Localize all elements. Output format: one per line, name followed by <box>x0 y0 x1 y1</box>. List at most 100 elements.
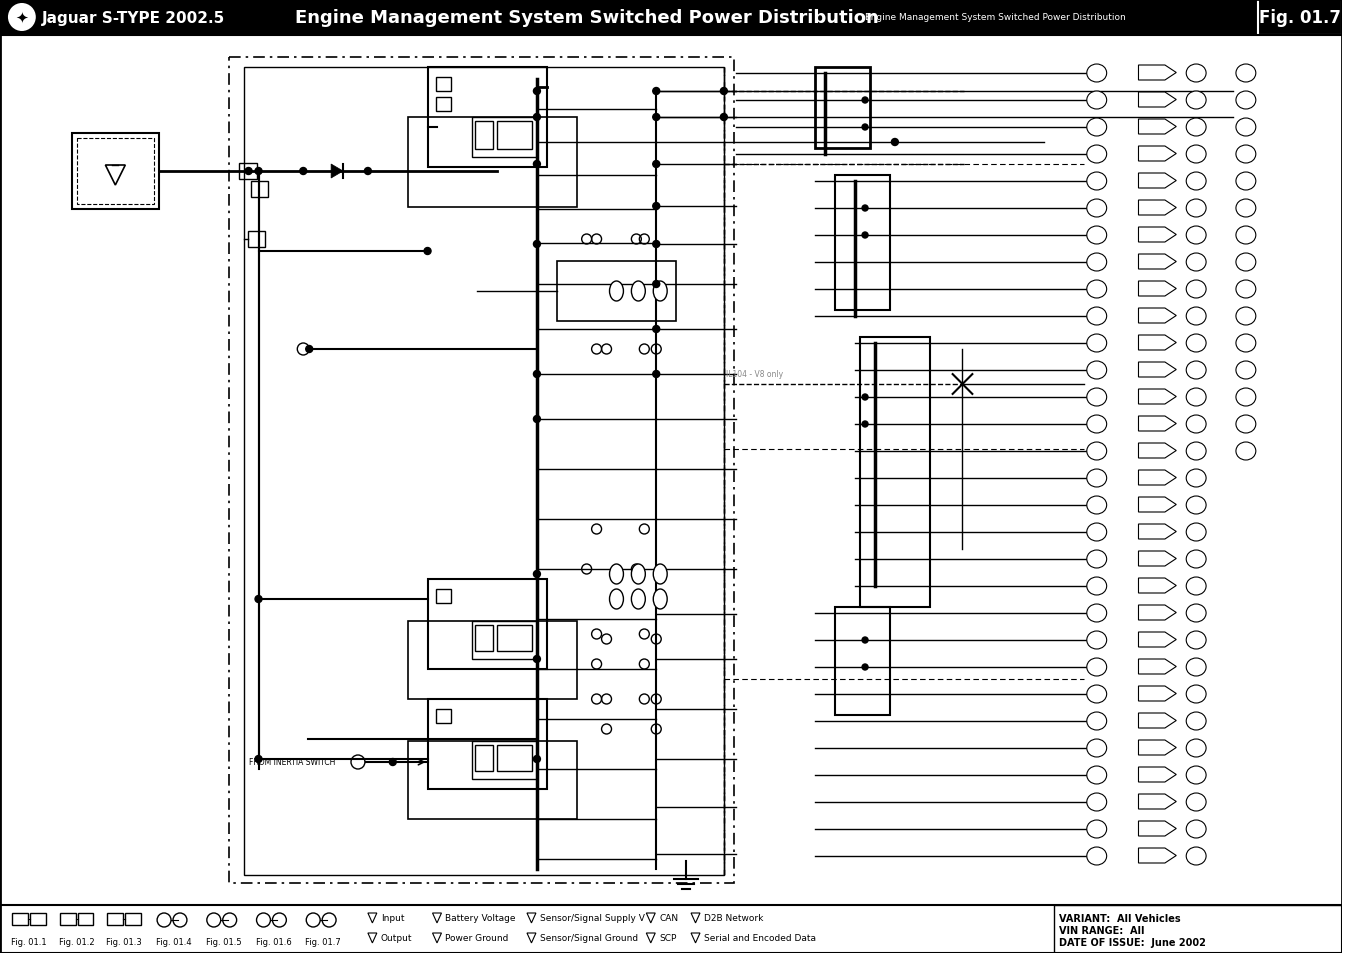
Bar <box>247 232 266 248</box>
Circle shape <box>533 571 540 578</box>
Text: IL104 - V8 only: IL104 - V8 only <box>726 370 783 379</box>
Ellipse shape <box>1187 416 1206 434</box>
Text: Serial and Encoded Data: Serial and Encoded Data <box>703 934 815 943</box>
Bar <box>77 139 154 205</box>
Ellipse shape <box>1237 65 1256 83</box>
Ellipse shape <box>1087 766 1107 784</box>
Ellipse shape <box>1087 551 1107 568</box>
Text: Sensor/Signal Ground: Sensor/Signal Ground <box>540 934 639 943</box>
Polygon shape <box>1138 767 1176 782</box>
Circle shape <box>533 114 540 121</box>
Bar <box>436 709 451 723</box>
Text: ✦: ✦ <box>15 10 28 26</box>
Polygon shape <box>1138 363 1176 377</box>
Circle shape <box>863 125 868 131</box>
Bar <box>428 700 547 789</box>
Bar <box>428 68 547 168</box>
Ellipse shape <box>1187 335 1206 353</box>
Ellipse shape <box>1187 308 1206 326</box>
Polygon shape <box>1138 740 1176 755</box>
Bar <box>472 621 537 659</box>
Ellipse shape <box>1087 847 1107 865</box>
Ellipse shape <box>1087 821 1107 838</box>
Bar <box>243 68 724 875</box>
Ellipse shape <box>1187 200 1206 218</box>
Ellipse shape <box>1187 65 1206 83</box>
Bar <box>860 337 930 607</box>
Polygon shape <box>1138 390 1176 405</box>
Circle shape <box>863 421 868 428</box>
Polygon shape <box>1138 686 1176 701</box>
Text: Fig. 01.5: Fig. 01.5 <box>207 937 242 946</box>
Text: Jaguar S-TYPE 2002.5: Jaguar S-TYPE 2002.5 <box>42 10 225 26</box>
Ellipse shape <box>1087 442 1107 460</box>
Circle shape <box>863 98 868 104</box>
Ellipse shape <box>632 282 645 302</box>
Ellipse shape <box>1237 335 1256 353</box>
Bar <box>556 262 676 322</box>
Bar <box>408 621 576 700</box>
Circle shape <box>533 371 540 378</box>
Polygon shape <box>1138 821 1176 836</box>
Ellipse shape <box>1087 578 1107 596</box>
Ellipse shape <box>1187 497 1206 515</box>
Polygon shape <box>1138 524 1176 539</box>
Ellipse shape <box>1187 119 1206 137</box>
Circle shape <box>891 139 898 147</box>
Polygon shape <box>1138 147 1176 162</box>
Ellipse shape <box>609 282 624 302</box>
Ellipse shape <box>653 564 667 584</box>
Bar <box>0 0 1342 36</box>
Bar <box>436 98 451 112</box>
Polygon shape <box>1138 173 1176 189</box>
Circle shape <box>863 638 868 643</box>
Ellipse shape <box>1187 766 1206 784</box>
Ellipse shape <box>653 282 667 302</box>
Ellipse shape <box>1187 551 1206 568</box>
Ellipse shape <box>1087 227 1107 245</box>
Text: CAN: CAN <box>659 914 678 923</box>
Ellipse shape <box>1237 119 1256 137</box>
Bar <box>428 579 547 669</box>
Text: Output: Output <box>381 934 412 943</box>
Ellipse shape <box>1237 146 1256 164</box>
Polygon shape <box>1138 552 1176 566</box>
Text: Fig. 01.1: Fig. 01.1 <box>11 937 47 946</box>
Text: SCP: SCP <box>659 934 676 943</box>
Ellipse shape <box>1087 308 1107 326</box>
Bar <box>497 122 532 150</box>
Ellipse shape <box>1237 227 1256 245</box>
Bar <box>1054 905 1342 953</box>
Text: Sensor/Signal Supply V: Sensor/Signal Supply V <box>540 914 645 923</box>
Ellipse shape <box>1187 712 1206 730</box>
Text: Input: Input <box>381 914 404 923</box>
Circle shape <box>389 759 397 765</box>
Circle shape <box>246 169 252 175</box>
Polygon shape <box>1138 471 1176 485</box>
Circle shape <box>653 241 660 248</box>
Circle shape <box>305 346 313 354</box>
Bar <box>836 607 890 716</box>
Ellipse shape <box>1087 172 1107 191</box>
Ellipse shape <box>1237 416 1256 434</box>
Polygon shape <box>331 165 343 179</box>
Polygon shape <box>1138 443 1176 458</box>
Ellipse shape <box>1237 389 1256 407</box>
Ellipse shape <box>1187 253 1206 272</box>
Text: D2B Network: D2B Network <box>703 914 763 923</box>
Bar <box>472 741 537 780</box>
Bar <box>408 118 576 208</box>
Bar <box>497 745 532 771</box>
Bar <box>475 625 493 651</box>
Ellipse shape <box>1187 523 1206 541</box>
Text: DATE OF ISSUE:  June 2002: DATE OF ISSUE: June 2002 <box>1058 937 1206 947</box>
Ellipse shape <box>1087 793 1107 811</box>
Ellipse shape <box>632 564 645 584</box>
Ellipse shape <box>1087 712 1107 730</box>
Bar <box>1258 0 1342 36</box>
Circle shape <box>424 248 431 255</box>
Circle shape <box>255 756 262 762</box>
Ellipse shape <box>1187 91 1206 110</box>
Polygon shape <box>1138 335 1176 351</box>
Text: Engine Management System Switched Power Distribution: Engine Management System Switched Power … <box>865 13 1126 23</box>
